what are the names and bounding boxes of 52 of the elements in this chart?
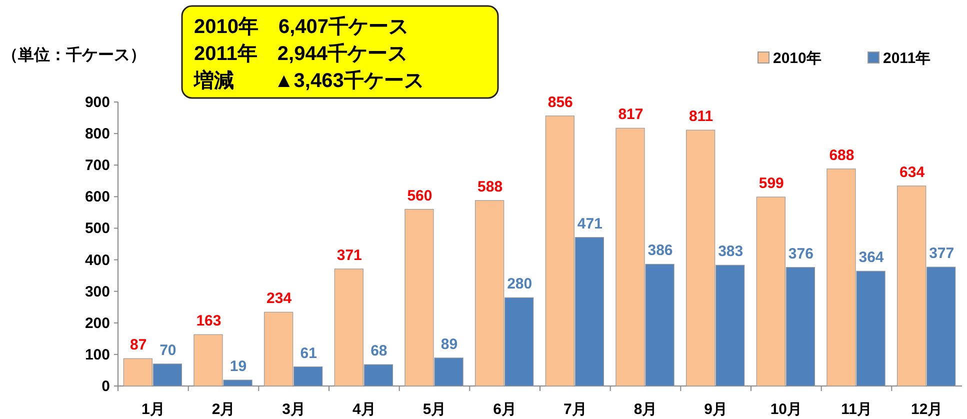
data-label: 688 xyxy=(829,146,854,164)
data-label: 560 xyxy=(407,187,432,204)
x-tick-label: 5月 xyxy=(422,401,446,418)
y-axis-title: （単位：千ケース） xyxy=(2,46,146,64)
data-label: 811 xyxy=(688,108,714,126)
data-label: 634 xyxy=(900,164,926,181)
y-tick-label: 200 xyxy=(84,314,110,332)
x-tick-label: 8月 xyxy=(634,401,658,418)
legend-label: 2011年 xyxy=(883,50,931,67)
data-label: 280 xyxy=(507,276,532,293)
y-tick-label: 600 xyxy=(84,188,110,206)
data-label: 588 xyxy=(478,178,503,196)
data-label: 68 xyxy=(370,342,388,360)
x-tick-label: 11月 xyxy=(841,401,872,418)
y-tick-label: 500 xyxy=(84,220,110,238)
data-label: 599 xyxy=(758,174,784,192)
data-label: 87 xyxy=(130,336,147,354)
data-label: 163 xyxy=(196,312,222,330)
text: 2011年 2,944千ケース xyxy=(194,42,408,65)
y-tick-label: 400 xyxy=(84,252,110,269)
y-tick-label: 800 xyxy=(84,126,110,143)
y-tick-label: 0 xyxy=(102,378,110,395)
y-tick-label: 100 xyxy=(84,346,110,364)
x-tick-label: 6月 xyxy=(493,401,517,418)
x-tick-label: 4月 xyxy=(352,401,376,418)
x-tick-label: 9月 xyxy=(704,401,728,418)
data-label: 817 xyxy=(618,106,644,124)
x-tick-label: 10月 xyxy=(770,401,802,418)
data-label: 89 xyxy=(440,336,458,353)
data-label: 371 xyxy=(336,246,362,264)
x-tick-label: 7月 xyxy=(563,401,587,418)
x-tick-label: 3月 xyxy=(282,401,306,418)
y-tick-label: 900 xyxy=(84,94,110,111)
data-label: 383 xyxy=(718,243,744,260)
data-label: 386 xyxy=(648,242,673,260)
x-tick-label: 2月 xyxy=(212,401,236,418)
data-label: 61 xyxy=(300,344,317,362)
legend-label: 2010年 xyxy=(773,50,822,67)
data-label: 377 xyxy=(929,245,954,262)
x-tick-label: 12月 xyxy=(910,401,943,418)
data-label: 376 xyxy=(788,245,814,262)
data-label: 234 xyxy=(266,290,292,308)
data-label: 364 xyxy=(858,249,884,266)
data-label: 856 xyxy=(548,94,573,111)
text: 増減 ▲3,463千ケース xyxy=(193,69,424,92)
y-tick-label: 700 xyxy=(84,157,110,174)
text: 2010年 6,407千ケース xyxy=(194,15,409,38)
y-tick-label: 300 xyxy=(84,283,110,300)
data-label: 70 xyxy=(160,342,176,359)
data-label: 471 xyxy=(577,215,602,232)
x-tick-label: 1月 xyxy=(141,401,165,418)
data-label: 19 xyxy=(230,358,247,376)
